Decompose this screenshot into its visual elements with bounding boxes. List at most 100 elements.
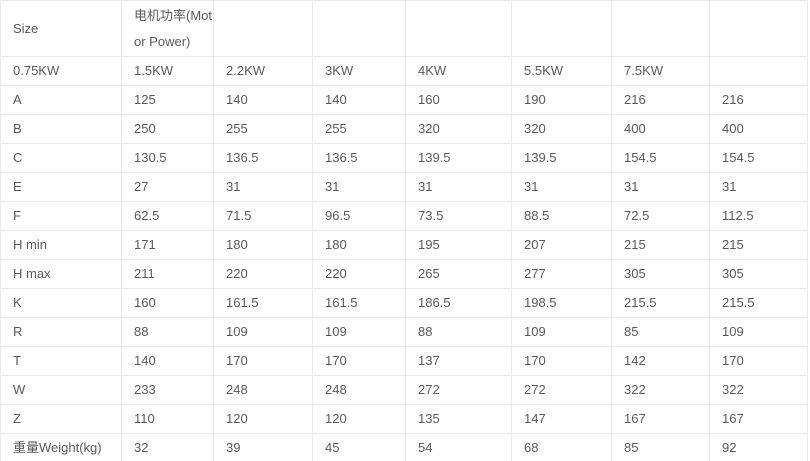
table-cell: 161.5 (213, 288, 313, 318)
table-row: 0.75KW 1.5KW 2.2KW 3KW 4KW 5.5KW 7.5KW (0, 56, 808, 86)
table-row: R 88 109 109 88 109 85 109 (0, 317, 808, 347)
table-cell: 31 (709, 172, 808, 202)
table-cell: 39 (213, 433, 313, 461)
table-cell: 140 (121, 346, 214, 376)
table-cell: 71.5 (213, 201, 313, 231)
row-label-cell: K (0, 288, 122, 318)
table-cell: 160 (121, 288, 214, 318)
table-cell: 233 (121, 375, 214, 405)
table-row: 重量Weight(kg) 32 39 45 54 68 85 92 (0, 433, 808, 461)
table-cell: 120 (312, 404, 406, 434)
table-row: Z 110 120 120 135 147 167 167 (0, 404, 808, 434)
table-cell: 109 (709, 317, 808, 347)
table-row: K 160 161.5 161.5 186.5 198.5 215.5 215.5 (0, 288, 808, 318)
table-cell: 140 (213, 85, 313, 115)
table-cell (213, 0, 313, 57)
table-cell: 120 (213, 404, 313, 434)
table-cell: 2.2KW (213, 56, 313, 86)
table-cell: 305 (611, 259, 710, 289)
table-cell: 171 (121, 230, 214, 260)
row-label-cell: F (0, 201, 122, 231)
table-cell: 322 (709, 375, 808, 405)
table-cell: 109 (312, 317, 406, 347)
table-cell: 170 (213, 346, 313, 376)
table-cell: 72.5 (611, 201, 710, 231)
table-cell: 88 (121, 317, 214, 347)
table-cell: 170 (709, 346, 808, 376)
table-cell: 136.5 (213, 143, 313, 173)
table-row: E 27 31 31 31 31 31 31 (0, 172, 808, 202)
table-cell: 320 (405, 114, 512, 144)
table-cell: 45 (312, 433, 406, 461)
table-cell: 215 (611, 230, 710, 260)
table-cell: 1.5KW (121, 56, 214, 86)
table-cell: 211 (121, 259, 214, 289)
table-cell (709, 0, 808, 57)
row-label-cell: H min (0, 230, 122, 260)
table-cell: 220 (312, 259, 406, 289)
row-label-cell: H max (0, 259, 122, 289)
table-cell: 216 (611, 85, 710, 115)
table-cell: 88 (405, 317, 512, 347)
table-cell (709, 56, 808, 86)
table-cell: 160 (405, 85, 512, 115)
table-cell: 305 (709, 259, 808, 289)
table-cell: 320 (511, 114, 612, 144)
table-cell: 277 (511, 259, 612, 289)
table-cell: 147 (511, 404, 612, 434)
table-cell: 195 (405, 230, 512, 260)
table-cell: 180 (213, 230, 313, 260)
table-cell: 136.5 (312, 143, 406, 173)
table-cell: 248 (213, 375, 313, 405)
table-cell (611, 0, 710, 57)
table-cell: 31 (511, 172, 612, 202)
table-cell: 7.5KW (611, 56, 710, 86)
table-cell: 272 (511, 375, 612, 405)
table-cell: 137 (405, 346, 512, 376)
table-row: T 140 170 170 137 170 142 170 (0, 346, 808, 376)
table-cell: 32 (121, 433, 214, 461)
table-cell: 215.5 (709, 288, 808, 318)
table-cell: 170 (312, 346, 406, 376)
table-cell: 31 (611, 172, 710, 202)
table-cell: 167 (709, 404, 808, 434)
table-cell: 62.5 (121, 201, 214, 231)
table-cell: 190 (511, 85, 612, 115)
table-cell: 139.5 (405, 143, 512, 173)
table-cell: 92 (709, 433, 808, 461)
table-cell: 255 (312, 114, 406, 144)
table-cell: 139.5 (511, 143, 612, 173)
table-cell: 68 (511, 433, 612, 461)
table-cell: 198.5 (511, 288, 612, 318)
table-cell: 88.5 (511, 201, 612, 231)
row-label-cell: 重量Weight(kg) (0, 433, 122, 461)
table-cell: 85 (611, 433, 710, 461)
table-cell: 322 (611, 375, 710, 405)
table-cell: 135 (405, 404, 512, 434)
table-row: Size 电机功率(Motor Power) (0, 0, 808, 57)
table-cell: 154.5 (611, 143, 710, 173)
table-cell: 142 (611, 346, 710, 376)
table-cell: 170 (511, 346, 612, 376)
table-cell: 207 (511, 230, 612, 260)
table-cell: 255 (213, 114, 313, 144)
table-row: H min 171 180 180 195 207 215 215 (0, 230, 808, 260)
row-label-cell: R (0, 317, 122, 347)
table-cell: 216 (709, 85, 808, 115)
table-cell: 215 (709, 230, 808, 260)
row-label-cell: T (0, 346, 122, 376)
table-cell: 112.5 (709, 201, 808, 231)
table-cell: 180 (312, 230, 406, 260)
table-cell: 130.5 (121, 143, 214, 173)
table-cell: 54 (405, 433, 512, 461)
row-label-cell: E (0, 172, 122, 202)
row-label-cell: C (0, 143, 122, 173)
table-cell: 265 (405, 259, 512, 289)
table-cell: 248 (312, 375, 406, 405)
table-cell: 96.5 (312, 201, 406, 231)
table-cell: 4KW (405, 56, 512, 86)
table-cell: 215.5 (611, 288, 710, 318)
